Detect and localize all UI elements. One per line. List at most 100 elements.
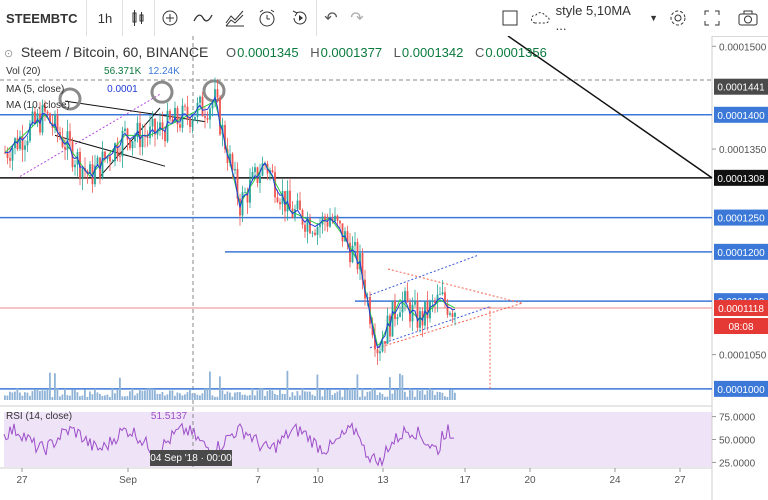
candle-body — [436, 294, 439, 304]
volume-bar — [169, 390, 171, 400]
candle-body — [104, 151, 106, 160]
alert-clock-icon[interactable] — [252, 0, 282, 36]
templates-icon[interactable] — [220, 0, 250, 36]
volume-bar — [141, 390, 144, 400]
volume-bar — [426, 390, 429, 400]
candle-body — [451, 313, 454, 317]
candle-body — [116, 143, 119, 157]
ma5-line — [4, 96, 456, 349]
time-label: 27 — [16, 475, 28, 486]
volume-bar — [344, 389, 346, 400]
indicators-icon[interactable] — [188, 0, 218, 36]
volume-bar — [29, 395, 31, 400]
volume-bar — [416, 390, 419, 400]
candle-body — [19, 136, 21, 149]
volume-bar — [269, 389, 271, 400]
candle-body — [49, 113, 51, 124]
volume-bar — [396, 389, 399, 400]
volume-bar — [341, 396, 344, 400]
volume-bar — [251, 388, 254, 400]
volume-bar — [329, 389, 331, 400]
volume-bar — [296, 391, 299, 400]
volume-bar — [19, 392, 21, 400]
volume-bar — [14, 391, 16, 400]
symbol-search[interactable]: STEEMBTC — [0, 0, 87, 36]
collapse-icon[interactable]: ⊙ — [4, 48, 14, 60]
candle-body — [186, 106, 189, 119]
candle-body — [416, 300, 419, 328]
candle-style-icon[interactable] — [122, 0, 155, 36]
volume-bar — [226, 391, 229, 400]
candle-body — [341, 223, 344, 242]
chart-template-select[interactable]: style 5,10MA ... ▼ — [530, 0, 658, 36]
volume-bar — [51, 396, 54, 400]
volume-bar — [316, 374, 319, 400]
volume-bar — [69, 395, 71, 400]
volume-bar — [156, 393, 159, 400]
candle-body — [391, 300, 394, 337]
volume-bar — [86, 396, 89, 400]
price-label-bg — [714, 318, 768, 335]
volume-bar — [134, 395, 136, 400]
candle-body — [21, 136, 24, 150]
time-label: 20 — [524, 475, 536, 486]
volume-bar — [154, 390, 156, 400]
volume-bar — [354, 390, 356, 400]
volume-bar — [356, 374, 359, 400]
volume-bar — [291, 392, 294, 400]
fullscreen-icon[interactable] — [698, 0, 726, 36]
price-label-bg — [714, 169, 768, 186]
candle-body — [134, 137, 136, 142]
add-compare-icon[interactable] — [156, 0, 184, 36]
candle-body — [399, 312, 401, 317]
price-chart[interactable]: 0.0001441 0.0001400 0.0001308 0.0001250 0.00… — [0, 36, 768, 500]
time-label: 10 — [312, 475, 324, 486]
volume-bar — [421, 389, 424, 400]
candle-body — [46, 111, 49, 114]
candle-body — [176, 108, 179, 125]
candle-body — [299, 200, 301, 211]
volume-bar — [246, 395, 249, 400]
fullscreen-box-icon[interactable] — [496, 0, 524, 36]
volume-bar — [289, 396, 291, 400]
volume-bar — [81, 395, 84, 400]
volume-bar — [239, 392, 241, 400]
volume-bar — [39, 391, 41, 400]
volume-bar — [279, 389, 281, 400]
price-axis: 0.0001441 0.0001400 0.0001308 0.0001250 0.00… — [712, 42, 768, 469]
volume-bar — [79, 396, 81, 400]
volume-bar — [399, 373, 401, 400]
volume-bar — [66, 395, 69, 400]
candle-body — [376, 349, 379, 354]
redo-icon[interactable]: ↷ — [350, 10, 364, 27]
candle-body — [386, 315, 389, 344]
rsi-tick-label: 75.0000 — [719, 413, 756, 424]
interval-button[interactable]: 1h — [88, 0, 123, 36]
volume-bar — [216, 396, 219, 400]
candle-body — [159, 122, 161, 130]
volume-bar — [74, 389, 76, 400]
candle-body — [384, 341, 386, 344]
price-label-bg — [714, 380, 768, 397]
replay-icon[interactable] — [284, 0, 317, 36]
volume-bars — [4, 370, 456, 400]
undo-icon[interactable]: ↶ — [324, 10, 338, 27]
price-tick-label: 0.0001050 — [719, 351, 767, 362]
candle-body — [361, 253, 364, 280]
candle-body — [261, 163, 264, 176]
candle-body — [126, 128, 129, 140]
volume-bar — [249, 395, 251, 400]
volume-bar — [131, 388, 134, 400]
camera-icon[interactable] — [734, 0, 762, 36]
volume-bar — [259, 388, 261, 400]
candle-body — [289, 190, 291, 209]
settings-gear-icon[interactable] — [664, 0, 692, 36]
price-label-bg — [714, 300, 768, 317]
candle-body — [306, 218, 309, 232]
volume-bar — [201, 393, 204, 400]
candle-body — [249, 179, 251, 203]
candle-body — [229, 153, 231, 163]
candle-body — [189, 118, 191, 128]
candle-body — [231, 153, 234, 171]
volume-bar — [381, 393, 384, 400]
